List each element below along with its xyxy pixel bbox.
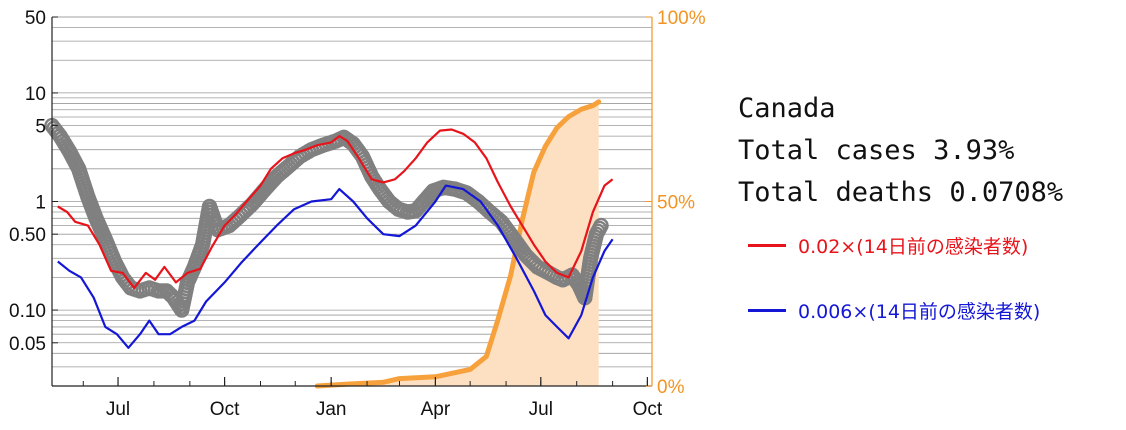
legend-item-red: 0.02×(14日前の感染者数): [748, 232, 1118, 259]
total-cases: Total cases 3.93%: [738, 135, 1015, 166]
y-right-tick-label: 0%: [657, 377, 685, 398]
info-panel: Canada Total cases 3.93% Total deaths 0.…: [738, 88, 1063, 214]
vaccination-area: [314, 99, 602, 389]
x-tick-label: Oct: [633, 399, 663, 420]
scatter-point: [593, 217, 609, 234]
red-series-line: [57, 128, 614, 289]
legend-swatch-blue: [748, 309, 786, 312]
y-left-tick-label: 50: [25, 8, 46, 29]
y-left-tick-label: 10: [25, 84, 46, 105]
y-left-tick-label: 0.50: [9, 225, 46, 246]
vaccination-fill: [317, 101, 599, 387]
y-left-tick-label: 0.10: [9, 301, 46, 322]
blue-series-line: [57, 184, 614, 349]
x-tick-label: Jan: [316, 399, 347, 420]
x-tick-label: Jul: [106, 399, 130, 420]
x-tick-label: Apr: [421, 399, 451, 420]
y-right-tick-label: 50%: [657, 193, 695, 214]
y-left-tick-label: 1: [35, 193, 46, 214]
legend-item-blue: 0.006×(14日前の感染者数): [748, 297, 1118, 324]
vaccination-line: [314, 99, 602, 389]
y-left-tick-label: 0.05: [9, 334, 46, 355]
line-series: [57, 128, 614, 349]
axes: 50 10 5 1 0.50 0.10 0.05 100% 50% 0% Jul Oct Jan Apr J…: [9, 8, 706, 420]
y-left-tick-label: 5: [35, 117, 46, 138]
y-right-tick-label: 100%: [657, 8, 706, 29]
total-deaths: Total deaths 0.0708%: [738, 177, 1064, 208]
legend-label-red: 0.02×(14日前の感染者数): [798, 236, 1029, 258]
country-name: Canada: [738, 93, 836, 124]
legend-swatch-red: [748, 244, 786, 247]
x-tick-label: Oct: [210, 399, 240, 420]
legend-label-blue: 0.006×(14日前の感染者数): [798, 301, 1041, 323]
x-tick-label: Jul: [529, 399, 553, 420]
